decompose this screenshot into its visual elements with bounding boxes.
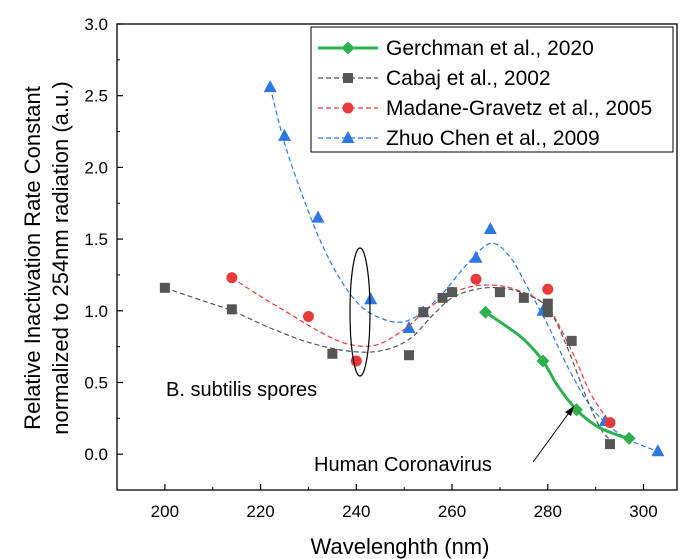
legend-item: Gerchman et al., 2020 xyxy=(318,37,594,60)
series-line-circle xyxy=(231,277,611,423)
legend-label: Madane-Gravetz et al., 2005 xyxy=(386,97,652,120)
data-point-triangle xyxy=(311,210,325,223)
legend-item: Zhuo Chen et al., 2009 xyxy=(318,127,600,150)
legend-label: Zhuo Chen et al., 2009 xyxy=(386,127,600,150)
data-point-circle xyxy=(302,311,314,323)
data-point-square xyxy=(542,307,553,318)
data-point-triangle xyxy=(263,80,277,93)
series-line-square xyxy=(164,286,611,441)
data-point-square xyxy=(542,298,553,309)
legend-marker-square xyxy=(343,73,353,83)
legend-label: Gerchman et al., 2020 xyxy=(386,37,594,60)
legend-marker-triangle xyxy=(341,131,355,143)
x-tick-label: 260 xyxy=(438,502,466,521)
legend-item: Cabaj et al., 2002 xyxy=(318,67,551,90)
x-tick-label: 200 xyxy=(151,502,179,521)
x-tick-label: 220 xyxy=(246,502,274,521)
data-point-circle xyxy=(604,417,616,429)
data-point-triangle xyxy=(278,128,292,141)
y-axis-title-line1: Relative Inactivation Rate Constant xyxy=(20,86,45,430)
series-triangle xyxy=(263,80,665,457)
y-axis-title-line2: normalized to 254nm radiation (a.u.) xyxy=(48,81,73,434)
x-axis-title: Wavelenghth (nm) xyxy=(311,534,490,559)
annotation-spores: B. subtilis spores xyxy=(166,379,317,401)
series-line-triangle xyxy=(269,86,659,452)
annotation-coronavirus: Human Coronavirus xyxy=(314,454,492,476)
data-point-square xyxy=(494,287,505,298)
legend-marker-circle xyxy=(342,102,354,114)
data-point-triangle xyxy=(469,250,483,263)
y-tick-label: 1.5 xyxy=(84,230,108,249)
series-square xyxy=(159,282,615,450)
data-point-diamond xyxy=(536,354,550,368)
legend-item: Madane-Gravetz et al., 2005 xyxy=(318,97,652,120)
data-point-circle xyxy=(470,273,482,285)
data-point-circle xyxy=(226,272,238,284)
data-point-triangle xyxy=(364,292,378,305)
data-point-triangle xyxy=(402,320,416,333)
data-point-square xyxy=(566,335,577,346)
data-point-square xyxy=(418,307,429,318)
series-layer xyxy=(159,80,665,457)
data-point-square xyxy=(604,439,615,450)
axis-ticks: 200 220 240 260 280 300 0.0 0.5 1.0 1.5 2.0 2.5 3.0 xyxy=(84,15,657,521)
spores-ellipse xyxy=(349,247,371,377)
data-point-square xyxy=(327,348,338,359)
series-line-diamond xyxy=(484,310,630,440)
legend-label: Cabaj et al., 2002 xyxy=(386,67,551,90)
y-tick-label: 2.0 xyxy=(84,158,108,177)
data-point-square xyxy=(447,287,458,298)
data-point-square xyxy=(437,292,448,303)
y-tick-label: 0.5 xyxy=(84,373,108,392)
data-point-circle xyxy=(542,283,554,295)
series-diamond xyxy=(479,305,636,445)
legend: Gerchman et al., 2020 Cabaj et al., 2002 M… xyxy=(310,26,674,153)
x-tick-label: 300 xyxy=(629,502,657,521)
data-point-diamond xyxy=(622,431,636,445)
plot-area-frame xyxy=(116,23,678,491)
y-tick-label: 0.0 xyxy=(84,445,108,464)
data-point-diamond xyxy=(479,305,493,319)
data-point-triangle xyxy=(483,222,497,235)
x-tick-label: 280 xyxy=(534,502,562,521)
series-circle xyxy=(226,272,616,429)
coronavirus-arrow xyxy=(532,405,575,463)
data-point-square xyxy=(403,350,414,361)
data-point-triangle xyxy=(651,444,665,457)
y-tick-label: 3.0 xyxy=(84,15,108,34)
y-tick-label: 1.0 xyxy=(84,302,108,321)
data-point-square xyxy=(159,282,170,293)
y-tick-label: 2.5 xyxy=(84,87,108,106)
legend-marker-diamond xyxy=(341,41,355,55)
data-point-square xyxy=(518,292,529,303)
x-tick-label: 240 xyxy=(342,502,370,521)
data-point-square xyxy=(226,304,237,315)
